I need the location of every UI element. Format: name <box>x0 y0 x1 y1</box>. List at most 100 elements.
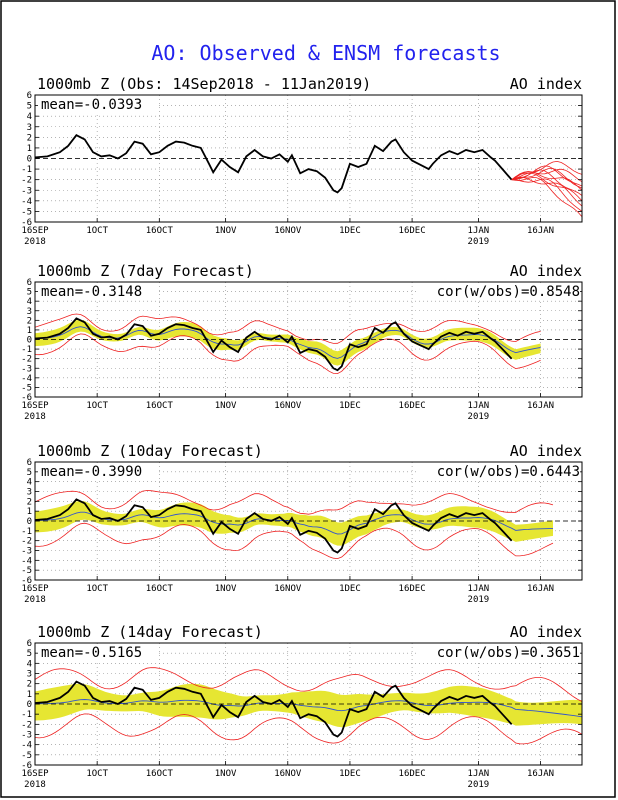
x-tick-label: 16DEC <box>399 584 426 594</box>
x-tick-year: 2018 <box>24 237 46 247</box>
y-tick-label: 6 <box>27 639 32 649</box>
cor-label-bg <box>416 464 580 479</box>
x-tick-label: 16NOV <box>274 226 302 236</box>
y-tick-label: 4 <box>27 478 32 488</box>
x-tick-label: 1NOV <box>215 769 237 779</box>
mean-label: mean=-0.3990 <box>41 464 142 480</box>
y-tick-label: -1 <box>21 165 32 175</box>
envelope-upper <box>35 490 554 515</box>
mean-label: mean=-0.5165 <box>41 645 142 661</box>
y-tick-label: 3 <box>27 488 32 498</box>
y-tick-label: -6 <box>21 218 32 228</box>
y-tick-label: -5 <box>21 383 32 393</box>
x-tick-label: 16SEP <box>21 584 49 594</box>
x-tick-label: 1JAN <box>468 226 490 236</box>
x-tick-label: 16NOV <box>274 769 302 779</box>
spread-band <box>35 683 582 728</box>
y-tick-label: 4 <box>27 659 32 669</box>
y-tick-label: 0 <box>27 336 32 346</box>
member-line <box>511 178 582 212</box>
panel-right-label: AO index <box>510 442 582 460</box>
y-tick-label: 2 <box>27 133 32 143</box>
panel-title: 1000mb Z (7day Forecast) <box>37 262 254 280</box>
envelope-lower <box>35 713 582 745</box>
x-tick-label: 16SEP <box>21 401 49 411</box>
x-tick-year: 2019 <box>468 237 490 247</box>
x-tick-label: 16JAN <box>527 769 554 779</box>
x-tick-label: 16SEP <box>21 226 49 236</box>
x-tick-label: 16DEC <box>399 769 426 779</box>
x-tick-label: 1OCT <box>86 769 108 779</box>
x-tick-label: 1OCT <box>86 401 108 411</box>
x-tick-label: 1DEC <box>339 401 361 411</box>
y-tick-label: -5 <box>21 207 32 217</box>
x-tick-label: 16SEP <box>21 769 49 779</box>
y-tick-label: -6 <box>21 576 32 586</box>
y-tick-label: -4 <box>21 374 32 384</box>
y-tick-label: 1 <box>27 690 32 700</box>
y-tick-label: 3 <box>27 307 32 317</box>
x-tick-year: 2019 <box>468 412 490 422</box>
x-tick-year: 2018 <box>24 412 46 422</box>
y-tick-label: -3 <box>21 731 32 741</box>
panel-4: 1000mb Z (14day Forecast) AO index 6543210… <box>21 623 583 790</box>
mean-label: mean=-0.0393 <box>41 97 142 113</box>
panel-right-label: AO index <box>510 75 582 93</box>
plot-area <box>35 282 582 397</box>
y-tick-label: -2 <box>21 355 32 365</box>
x-tick-label: 16OCT <box>146 401 174 411</box>
panel-right-label: AO index <box>510 623 582 641</box>
cor-label-bg <box>416 284 580 299</box>
envelope-upper <box>35 313 541 344</box>
panel-title: 1000mb Z (Obs: 14Sep2018 - 11Jan2019) <box>37 75 371 93</box>
y-tick-label: -3 <box>21 547 32 557</box>
y-tick-label: 0 <box>27 700 32 710</box>
observed-line <box>35 134 513 194</box>
observed-line <box>35 317 513 372</box>
x-tick-label: 1DEC <box>339 769 361 779</box>
x-tick-label: 16NOV <box>274 401 302 411</box>
observed-line <box>35 680 513 738</box>
panel-3: 1000mb Z (10day Forecast) AO index 6543210… <box>21 442 583 605</box>
panel-title: 1000mb Z (14day Forecast) <box>37 623 263 641</box>
figure-title: AO: Observed & ENSM forecasts <box>151 41 500 65</box>
y-tick-label: 1 <box>27 144 32 154</box>
y-tick-label: -3 <box>21 364 32 374</box>
y-tick-label: 4 <box>27 297 32 307</box>
y-tick-label: 5 <box>27 102 32 112</box>
x-tick-label: 1OCT <box>86 226 108 236</box>
x-tick-label: 16JAN <box>527 226 554 236</box>
x-tick-year: 2019 <box>468 780 490 790</box>
y-tick-label: -2 <box>21 720 32 730</box>
y-tick-label: -5 <box>21 751 32 761</box>
x-tick-label: 1JAN <box>468 401 490 411</box>
y-tick-label: 6 <box>27 458 32 468</box>
y-tick-label: 0 <box>27 517 32 527</box>
member-line <box>511 177 582 217</box>
panel-right-label: AO index <box>510 262 582 280</box>
x-tick-label: 16NOV <box>274 584 302 594</box>
cor-label-bg <box>416 645 580 660</box>
y-tick-label: 3 <box>27 123 32 133</box>
x-tick-label: 1NOV <box>215 401 237 411</box>
y-tick-label: 5 <box>27 468 32 478</box>
member-line <box>511 176 582 207</box>
x-tick-year: 2018 <box>24 780 46 790</box>
y-tick-label: -2 <box>21 537 32 547</box>
plot-area <box>35 643 582 765</box>
x-tick-label: 16DEC <box>399 226 426 236</box>
y-tick-label: -4 <box>21 197 32 207</box>
y-tick-label: 0 <box>27 155 32 165</box>
y-tick-label: -2 <box>21 176 32 186</box>
member-line <box>511 171 582 191</box>
cor-label: cor(w/obs)=0.6443 <box>437 464 580 480</box>
x-tick-label: 1JAN <box>468 769 490 779</box>
mean-label-bg <box>38 464 156 479</box>
y-tick-label: 1 <box>27 326 32 336</box>
mean-label-bg <box>38 97 156 112</box>
y-tick-label: 5 <box>27 649 32 659</box>
member-line <box>511 160 582 181</box>
envelope-lower <box>35 333 541 375</box>
y-tick-label: -3 <box>21 186 32 196</box>
x-tick-year: 2018 <box>24 595 46 605</box>
